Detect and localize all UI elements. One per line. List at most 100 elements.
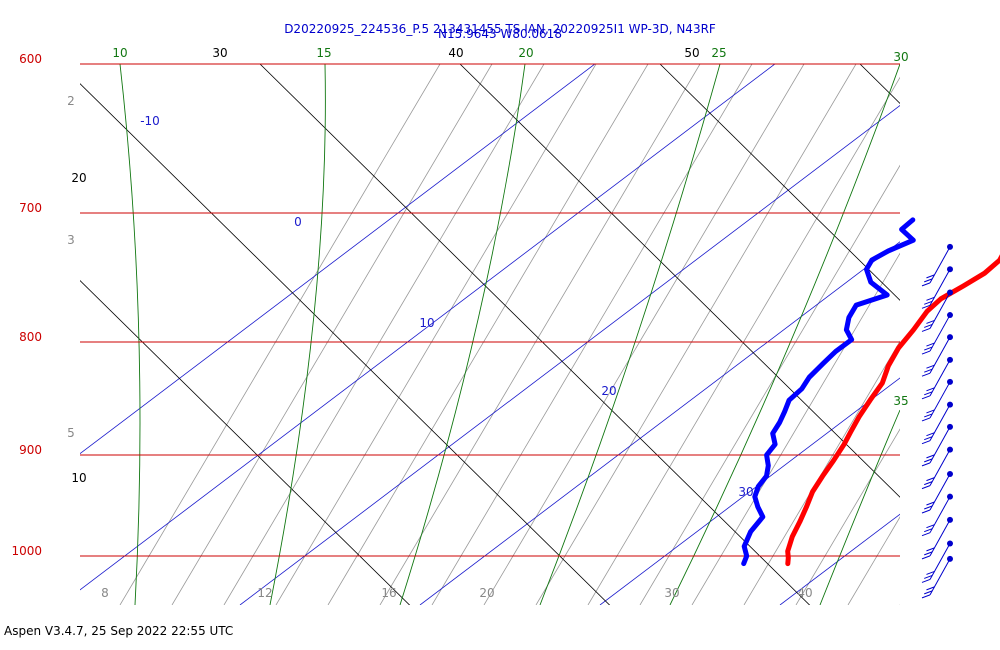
- isotherm-line: [80, 64, 776, 591]
- wind-barb-dot: [947, 378, 953, 385]
- wind-barb-staff: [929, 292, 951, 329]
- wind-barb-dot: [947, 312, 953, 319]
- moist-adiabat-line: [399, 64, 526, 605]
- wind-barb-dot: [947, 493, 953, 500]
- wind-barb-flag: [921, 350, 931, 355]
- mixing-ratio-line: [952, 64, 1000, 605]
- wind-barb: [921, 470, 953, 514]
- mixing-ratio-line: [795, 428, 900, 605]
- mixing-ratio-line: [483, 64, 805, 605]
- wind-barb-flag: [926, 547, 935, 552]
- mixing-ratio-line: [119, 64, 441, 605]
- wind-barb-dot: [947, 334, 953, 341]
- mixing-ratio-line: [275, 64, 597, 605]
- wind-barb-flag: [924, 436, 933, 441]
- isotherm-line: [239, 105, 900, 605]
- mixing-ratio-label: 3: [67, 233, 75, 247]
- mixing-ratio-line: [327, 64, 649, 605]
- wind-barb-dot: [947, 516, 953, 523]
- isotherm-line: [419, 241, 900, 605]
- dry-adiabat-line: [459, 64, 900, 498]
- isotherm-line: [599, 377, 900, 605]
- wind-barb-dot: [947, 356, 953, 363]
- temperature-trace: [785, 254, 1000, 567]
- wind-barb-dot: [947, 401, 953, 408]
- moist-adiabat-line: [669, 64, 900, 605]
- sounding-series: [741, 217, 1000, 567]
- wind-barb-flag: [924, 413, 933, 418]
- wind-barb: [921, 356, 953, 400]
- wind-barb-staff: [929, 426, 951, 464]
- wind-barb-staff: [929, 404, 951, 441]
- moist-adiabat-line: [119, 64, 141, 605]
- wind-barb-flag: [924, 505, 933, 510]
- wind-barb-flag: [924, 278, 933, 283]
- moist-adiabat-label: 35: [893, 394, 908, 408]
- dry-adiabat-line: [80, 280, 411, 605]
- wind-barb-flag: [926, 586, 935, 591]
- wind-barb: [921, 289, 953, 332]
- dry-adiabat-label: 10: [71, 471, 86, 485]
- moist-adiabat-line: [539, 64, 721, 605]
- wind-barb-dot: [947, 470, 953, 477]
- wind-barb-flag: [924, 300, 933, 305]
- wind-barb-flag: [924, 590, 933, 595]
- isotherm-label: -10: [140, 114, 160, 128]
- wind-barb-flag: [926, 524, 935, 529]
- wind-barb-flag: [921, 327, 931, 332]
- wind-barb-flag: [921, 509, 931, 514]
- wind-barb-dot: [947, 243, 953, 250]
- chart-title-line2: N15.9643 W80.0618: [438, 27, 562, 41]
- isotherm-top-label: 50: [684, 46, 699, 60]
- moist-adiabat-label: 20: [518, 46, 533, 60]
- wind-barb-flag: [926, 364, 935, 369]
- wind-barb-flag: [921, 578, 931, 583]
- mixing-ratio-label: 20: [479, 586, 494, 600]
- mixing-ratio-line: [587, 76, 900, 605]
- wind-barb-staff: [929, 269, 951, 306]
- wind-barb-flag: [926, 274, 935, 279]
- wind-barb-dot: [947, 289, 953, 296]
- wind-barb-staff: [929, 473, 951, 511]
- wind-barb-flag: [926, 319, 935, 324]
- isotherm-label: 30: [738, 485, 753, 499]
- wind-barb-staff: [929, 381, 951, 419]
- wind-barb-flag: [926, 409, 935, 414]
- wind-barb-dot: [947, 446, 953, 453]
- isotherm-label: 10: [419, 316, 434, 330]
- isotherm-line: [80, 64, 596, 455]
- wind-barb-flag: [921, 304, 931, 309]
- wind-barb-flag: [924, 368, 933, 373]
- wind-barb-flag: [924, 574, 933, 579]
- mixing-ratio-label: 8: [101, 586, 109, 600]
- wind-barb-staff: [929, 558, 951, 596]
- mixing-ratio-label: 40: [797, 586, 812, 600]
- wind-barb-dot: [947, 266, 953, 273]
- mixing-ratio-line: [431, 64, 753, 605]
- wind-barb-staff: [929, 246, 951, 284]
- wind-barb-dot: [947, 423, 953, 430]
- moist-adiabat-label: 10: [112, 46, 127, 60]
- wind-barb-flag: [924, 323, 933, 328]
- mixing-ratio-label: 12: [257, 586, 272, 600]
- wind-barb-flag: [921, 532, 931, 537]
- wind-barb-staff: [929, 336, 951, 374]
- chart-title-line1: D20220925_224536_P.5 213431455 TS IAN, 2…: [284, 22, 716, 36]
- wind-barb-flag: [921, 282, 931, 287]
- wind-barb-staff: [929, 543, 951, 580]
- isotherm-line: [960, 45, 1000, 605]
- wind-barb-flag: [926, 387, 935, 392]
- wind-barbs: [921, 243, 953, 599]
- wind-barb-flag: [924, 391, 933, 396]
- moist-adiabat-label: 25: [711, 46, 726, 60]
- wind-barb-flag: [926, 342, 935, 347]
- moist-adiabat-line: [819, 409, 900, 605]
- mixing-ratio-label: 2: [67, 94, 75, 108]
- wind-barb-flag: [924, 481, 933, 486]
- wind-barb-flag: [921, 485, 931, 490]
- mixing-ratio-label: 16: [381, 586, 396, 600]
- wind-barb-staff: [929, 449, 951, 486]
- moist-adiabat-label: 30: [893, 50, 908, 64]
- wind-barb-flag: [921, 440, 931, 445]
